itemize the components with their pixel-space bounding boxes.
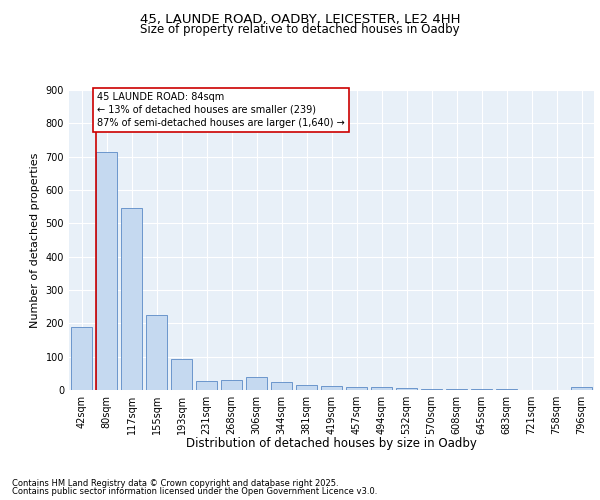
Bar bbox=[221, 380, 242, 390]
Bar bbox=[296, 385, 317, 390]
X-axis label: Distribution of detached houses by size in Oadby: Distribution of detached houses by size … bbox=[186, 437, 477, 450]
Bar bbox=[271, 382, 292, 390]
Bar bbox=[446, 389, 467, 390]
Bar bbox=[321, 386, 342, 390]
Bar bbox=[346, 386, 367, 390]
Bar bbox=[246, 378, 267, 390]
Bar bbox=[121, 208, 142, 390]
Bar bbox=[571, 388, 592, 390]
Bar bbox=[171, 360, 192, 390]
Text: Contains HM Land Registry data © Crown copyright and database right 2025.: Contains HM Land Registry data © Crown c… bbox=[12, 478, 338, 488]
Bar bbox=[196, 381, 217, 390]
Y-axis label: Number of detached properties: Number of detached properties bbox=[30, 152, 40, 328]
Bar bbox=[96, 152, 117, 390]
Text: Size of property relative to detached houses in Oadby: Size of property relative to detached ho… bbox=[140, 22, 460, 36]
Bar bbox=[71, 326, 92, 390]
Bar bbox=[421, 388, 442, 390]
Bar bbox=[146, 315, 167, 390]
Text: Contains public sector information licensed under the Open Government Licence v3: Contains public sector information licen… bbox=[12, 487, 377, 496]
Bar bbox=[371, 388, 392, 390]
Text: 45 LAUNDE ROAD: 84sqm
← 13% of detached houses are smaller (239)
87% of semi-det: 45 LAUNDE ROAD: 84sqm ← 13% of detached … bbox=[97, 92, 345, 128]
Text: 45, LAUNDE ROAD, OADBY, LEICESTER, LE2 4HH: 45, LAUNDE ROAD, OADBY, LEICESTER, LE2 4… bbox=[140, 12, 460, 26]
Bar bbox=[396, 388, 417, 390]
